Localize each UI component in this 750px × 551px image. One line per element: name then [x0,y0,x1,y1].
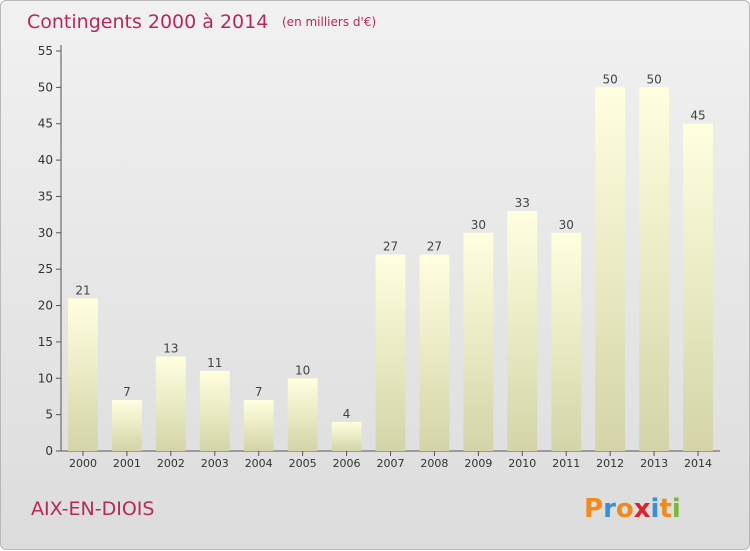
data-label: 7 [123,385,131,399]
bar [287,378,318,451]
y-tick-label: 35 [38,189,53,203]
data-label: 45 [690,109,705,123]
bar [463,232,494,451]
data-label: 30 [471,218,486,232]
x-tick-label: 2007 [377,457,405,470]
bar [683,123,713,452]
data-label: 7 [255,385,263,399]
bar [199,371,230,451]
x-tick-label: 2011 [552,457,580,470]
y-tick-label: 45 [38,117,53,131]
bar [155,356,186,451]
logo-letter: i [651,494,660,524]
x-tick-label: 2001 [113,457,141,470]
data-label: 50 [603,72,618,86]
proxiti-logo[interactable]: Proxiti [584,494,681,524]
y-tick-label: 15 [38,335,53,349]
y-tick-label: 10 [38,371,53,385]
y-tick-label: 50 [38,80,53,94]
y-axis: 0 5 10 15 20 25 30 35 40 45 50 55 [38,44,62,458]
x-tick-label: 2010 [508,457,536,470]
logo-letter: t [659,494,671,524]
x-tick-label: 2009 [464,457,492,470]
x-tick-label: 2006 [333,457,361,470]
x-tick-label: 2003 [201,457,229,470]
x-tick-label: 2014 [684,457,712,470]
x-tick-label: 2000 [69,457,97,470]
bar [595,87,626,451]
data-label: 50 [646,72,661,86]
bar [375,254,406,451]
logo-letter: P [584,494,603,524]
bars-group: 21 7 13 11 7 10 4 27 27 30 33 30 50 50 45 [68,72,713,452]
logo-letter: i [672,494,681,524]
data-label: 33 [515,196,530,210]
bar [331,421,362,451]
data-label: 21 [75,283,90,297]
y-tick-label: 0 [45,444,53,458]
bar [111,400,142,451]
y-tick-label: 55 [38,44,53,58]
commune-name: AIX-EN-DIOIS [31,498,154,520]
bar [68,298,98,451]
x-axis: 2000 2001 2002 2003 2004 2005 2006 2007 2008 2009… [61,450,720,470]
y-tick-label: 20 [38,299,53,313]
x-tick-label: 2012 [596,457,624,470]
bar [243,400,274,451]
x-tick-label: 2002 [157,457,185,470]
data-label: 11 [207,356,222,370]
y-tick-label: 30 [38,226,53,240]
bar [551,232,582,451]
y-tick-label: 5 [45,408,53,422]
logo-letter: o [616,494,634,524]
data-label: 13 [163,341,178,355]
x-tick-label: 2005 [289,457,317,470]
data-label: 27 [383,240,398,254]
data-label: 10 [295,363,310,377]
logo-letter: x [634,494,651,524]
chart-title: Contingents 2000 à 2014 [27,11,268,33]
logo-letter: r [603,494,616,524]
x-tick-label: 2013 [640,457,668,470]
data-label: 30 [559,218,574,232]
data-label: 4 [343,407,351,421]
bar [639,87,670,451]
chart-subtitle: (en milliers d'€) [282,15,376,29]
y-tick-label: 25 [38,262,53,276]
data-label: 27 [427,240,442,254]
y-tick-label: 40 [38,153,53,167]
bar [507,211,538,451]
bar [419,254,450,451]
x-tick-label: 2004 [245,457,273,470]
x-tick-label: 2008 [420,457,448,470]
